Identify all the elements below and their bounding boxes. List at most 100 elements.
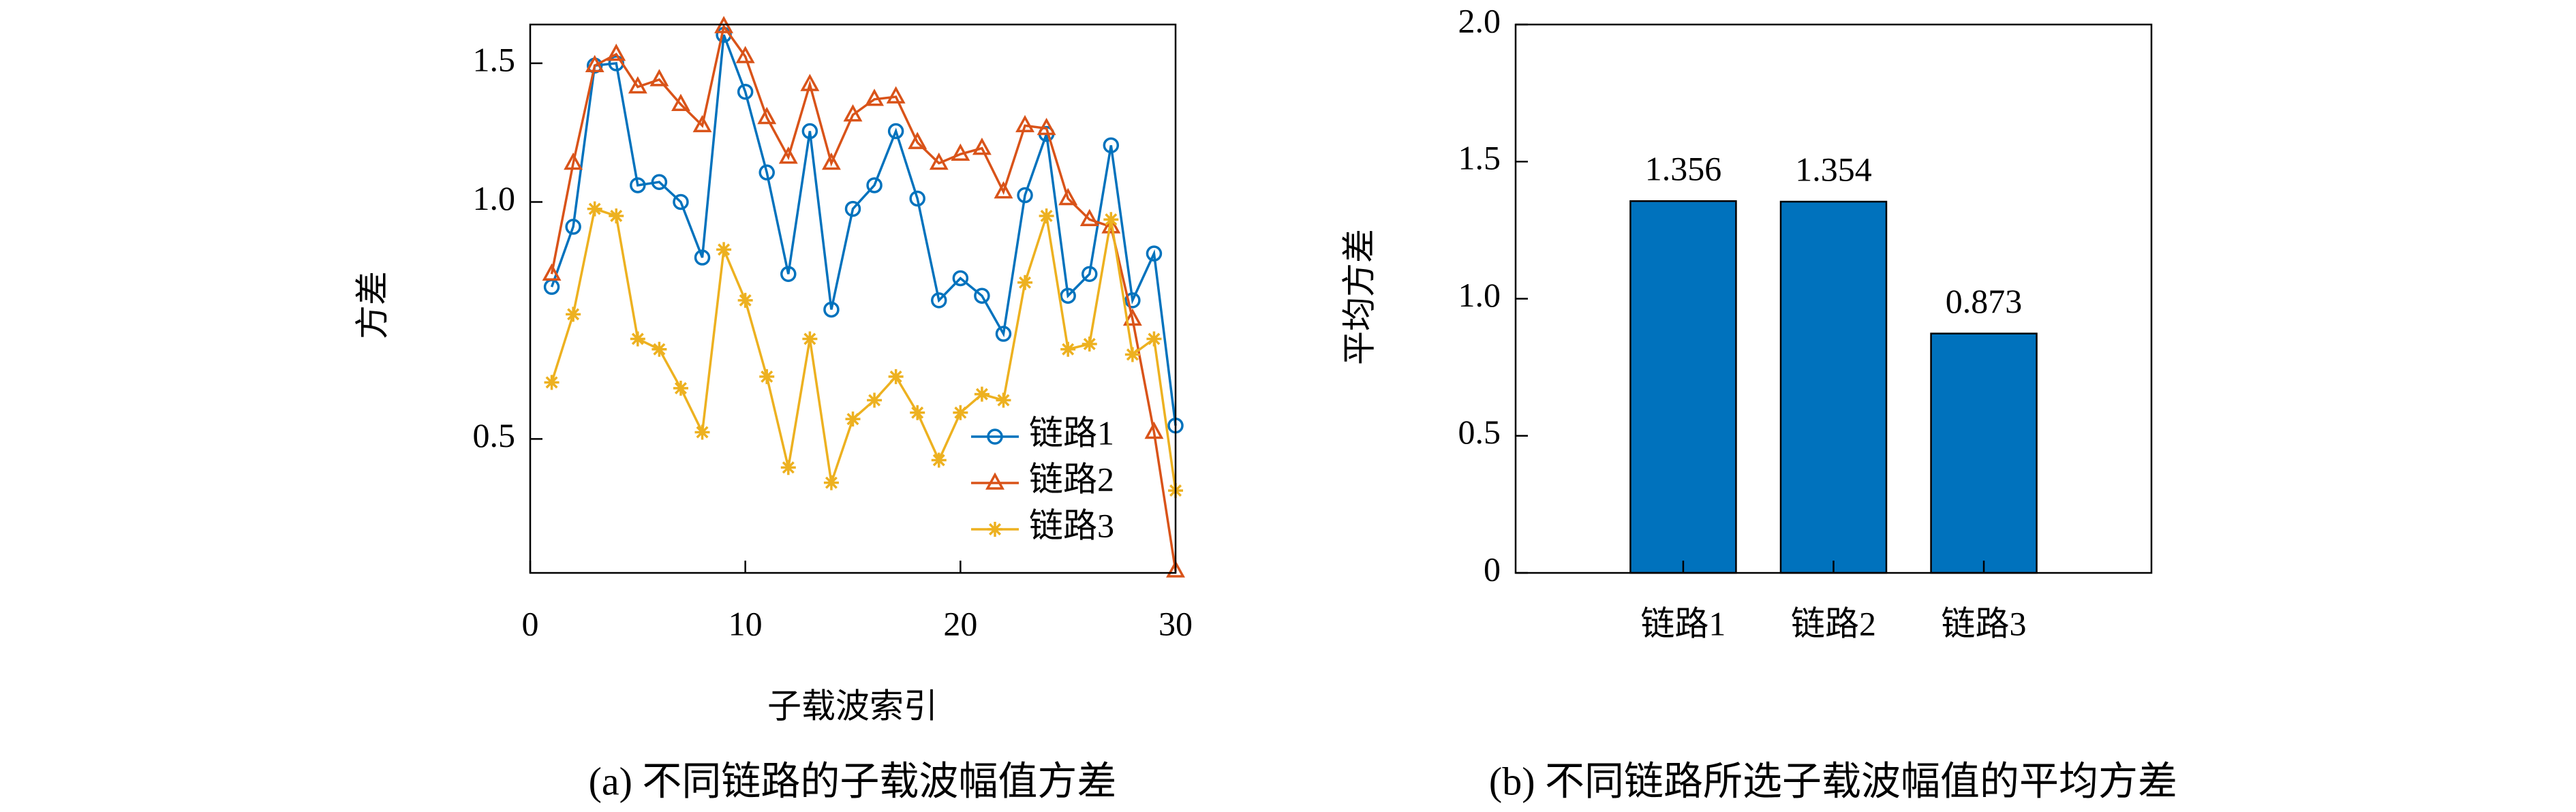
x-tick-label: 链路2 — [1791, 604, 1876, 642]
bar-value-label: 1.354 — [1795, 150, 1872, 188]
marker — [929, 152, 949, 170]
marker — [609, 208, 624, 223]
legend-marker — [985, 472, 1005, 490]
marker — [800, 74, 820, 91]
marker — [758, 164, 775, 181]
marker — [630, 331, 645, 347]
x-tick-label: 20 — [943, 604, 977, 642]
marker — [780, 460, 796, 475]
caption: (a) 不同链路的子载波幅值方差 — [589, 759, 1117, 803]
marker — [909, 190, 925, 207]
y-tick-label: 1.0 — [473, 179, 516, 217]
marker — [972, 137, 992, 155]
marker — [1146, 245, 1163, 262]
marker — [867, 392, 883, 408]
marker — [865, 89, 885, 106]
marker — [985, 472, 1005, 490]
x-tick-label: 0 — [522, 604, 539, 642]
marker — [1103, 212, 1119, 228]
y-tick-label: 2.0 — [1458, 1, 1501, 40]
marker — [887, 123, 904, 140]
y-tick-label: 1.0 — [1458, 276, 1501, 314]
marker — [1144, 421, 1164, 439]
y-tick-label: 1.5 — [1458, 139, 1501, 177]
marker — [1039, 208, 1054, 223]
marker — [1124, 292, 1141, 309]
marker — [953, 405, 968, 420]
marker — [886, 86, 906, 104]
series-line — [550, 23, 1177, 572]
marker — [931, 292, 947, 309]
marker — [1101, 216, 1121, 234]
legend-marker — [987, 522, 1002, 537]
legend-label: 链路2 — [1029, 460, 1114, 498]
marker — [987, 522, 1002, 537]
x-axis-label: 子载波索引 — [767, 687, 938, 725]
marker — [607, 44, 626, 61]
marker — [651, 341, 667, 357]
marker — [649, 69, 669, 87]
marker — [564, 152, 583, 170]
marker — [735, 46, 755, 63]
plot-frame — [1514, 23, 2153, 574]
y-axis-label: 方差 — [353, 271, 391, 339]
marker — [995, 326, 1012, 342]
marker — [757, 106, 777, 125]
marker — [1037, 117, 1056, 136]
marker — [780, 266, 797, 282]
marker — [844, 200, 861, 217]
marker — [737, 84, 754, 100]
y-tick-label: 0.5 — [473, 416, 516, 454]
marker — [888, 369, 904, 384]
marker — [759, 369, 775, 384]
marker — [974, 386, 990, 402]
bar — [1779, 200, 1888, 574]
marker — [1081, 266, 1098, 282]
marker — [716, 242, 732, 257]
marker — [694, 424, 710, 440]
y-tick-label: 0.5 — [1458, 413, 1501, 451]
marker — [1122, 308, 1142, 326]
marker — [801, 123, 818, 140]
x-tick-label: 链路1 — [1640, 604, 1726, 642]
marker — [542, 263, 562, 281]
bar-value-label: 1.356 — [1645, 150, 1722, 188]
marker — [1079, 208, 1099, 226]
marker — [1166, 560, 1185, 578]
marker — [866, 177, 883, 193]
marker — [1124, 347, 1140, 362]
marker — [1017, 187, 1033, 204]
x-tick-label: 链路3 — [1942, 604, 2027, 642]
marker — [737, 292, 753, 308]
marker — [778, 146, 798, 164]
marker — [987, 428, 1003, 445]
marker — [951, 143, 970, 161]
bar — [1930, 332, 2038, 574]
marker — [1015, 114, 1034, 133]
marker — [952, 270, 969, 287]
legend-label: 链路1 — [1029, 413, 1114, 452]
marker — [671, 93, 690, 112]
marker — [1017, 275, 1033, 290]
y-tick-label: 1.5 — [473, 40, 516, 78]
legend-label: 链路3 — [1029, 506, 1114, 544]
marker — [1103, 137, 1120, 154]
marker — [628, 76, 647, 94]
caption: (b) 不同链路所选子载波幅值的平均方差 — [1489, 759, 2177, 803]
marker — [630, 177, 646, 193]
y-axis-label: 平均方差 — [1340, 229, 1378, 365]
marker — [802, 331, 818, 347]
marker — [1060, 341, 1076, 357]
marker — [996, 392, 1011, 408]
y-tick-label: 0 — [1484, 550, 1501, 588]
marker — [565, 219, 581, 235]
marker — [673, 193, 689, 210]
marker — [821, 152, 841, 170]
marker — [673, 380, 688, 396]
marker — [908, 131, 927, 149]
x-tick-label: 30 — [1159, 604, 1193, 642]
marker — [1082, 337, 1097, 352]
marker — [1146, 331, 1162, 347]
